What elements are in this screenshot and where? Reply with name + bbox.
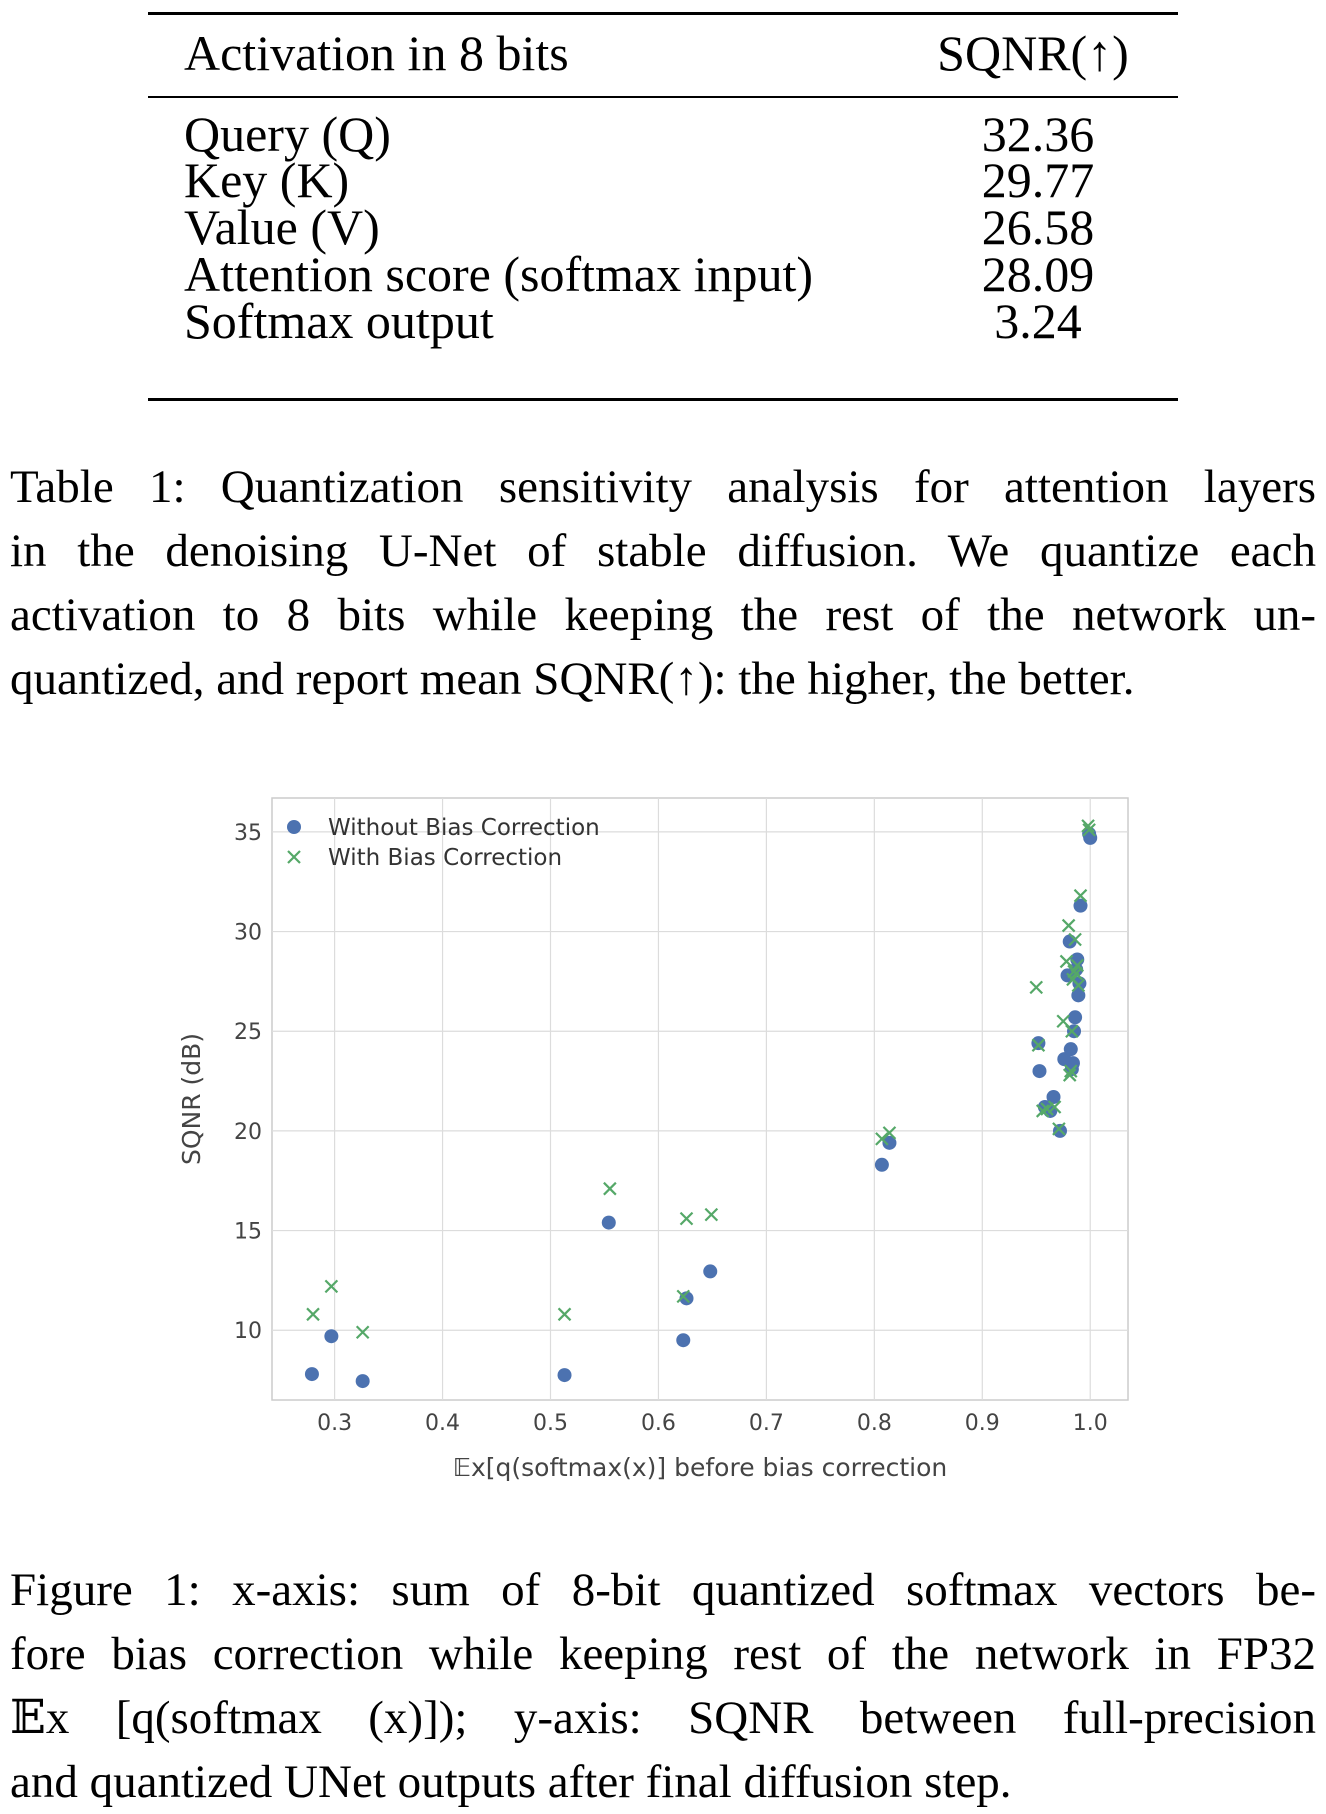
- data-point-with-bias-correction: [1082, 823, 1096, 837]
- plot-area: [271, 797, 1129, 1401]
- x-tick-label: 0.9: [965, 1411, 1000, 1436]
- legend-marker-circle: [287, 820, 301, 834]
- data-point-without-bias-correction: [1068, 1010, 1083, 1025]
- x-tick-label: 0.7: [749, 1411, 784, 1436]
- table-row-value: 29.77: [981, 152, 1095, 208]
- x-tick-label: 0.8: [857, 1411, 892, 1436]
- x-tick-label: 1.0: [1073, 1411, 1108, 1436]
- data-point-with-bias-correction: [679, 1211, 694, 1226]
- data-point-with-bias-correction: [1047, 1100, 1062, 1114]
- table-header-metric: SQNR(↑): [937, 25, 1129, 81]
- data-point-without-bias-correction: [882, 1135, 897, 1150]
- y-tick-label: 30: [234, 921, 262, 946]
- caption-line: in the denoising U-Net of stable diffusi…: [10, 525, 1316, 577]
- data-point-without-bias-correction: [355, 1374, 370, 1389]
- caption-line: activation to 8 bits while keeping the r…: [10, 589, 1316, 641]
- data-point-without-bias-correction: [557, 1368, 572, 1383]
- data-point-with-bias-correction: [1061, 918, 1076, 933]
- table-row-value: 32.36: [981, 106, 1095, 162]
- caption-line: Figure 1: x-axis: sum of 8-bit quantized…: [10, 1564, 1316, 1616]
- data-point-without-bias-correction: [676, 1333, 691, 1348]
- data-point-with-bias-correction: [875, 1132, 889, 1146]
- chart-legend: Without Bias Correction With Bias Correc…: [287, 815, 600, 871]
- table-row-label: Softmax output: [184, 293, 494, 349]
- data-point-with-bias-correction: [1062, 1068, 1077, 1082]
- data-point-with-bias-correction: [1071, 978, 1086, 993]
- data-point-with-bias-correction: [882, 1126, 897, 1140]
- table-header-activation: Activation in 8 bits: [184, 25, 569, 81]
- data-point-with-bias-correction: [1065, 1024, 1079, 1039]
- data-point-without-bias-correction: [1067, 1024, 1082, 1039]
- x-tick-label: 0.4: [425, 1411, 460, 1436]
- table-caption: Table 1: Quantization sensitivity analys…: [10, 455, 1316, 711]
- data-point-without-bias-correction: [601, 1215, 616, 1230]
- data-point-with-bias-correction: [355, 1325, 370, 1340]
- table-header-rule: [148, 96, 1178, 98]
- data-point-without-bias-correction: [703, 1264, 718, 1279]
- legend-label: Without Bias Correction: [328, 815, 600, 841]
- data-point-with-bias-correction: [1068, 932, 1082, 947]
- data-point-with-bias-correction: [324, 1279, 339, 1294]
- data-point-with-bias-correction: [1081, 819, 1095, 833]
- tick-labels: 0.3 0.4 0.5 0.6 0.7 0.8 0.9 1.0 10 15 20 25 30 35: [234, 821, 1108, 1436]
- grid-lines: [272, 798, 1128, 1400]
- data-point-without-bias-correction: [874, 1157, 889, 1172]
- table-row-value: 28.09: [981, 246, 1095, 302]
- caption-line: and quantized UNet outputs after final d…: [10, 1756, 1012, 1808]
- table-top-rule: [148, 12, 1178, 15]
- data-point-with-bias-correction: [603, 1181, 617, 1196]
- data-point-with-bias-correction: [1059, 954, 1074, 969]
- data-point-with-bias-correction: [676, 1289, 691, 1304]
- caption-line: Table 1: Quantization sensitivity analys…: [10, 461, 1316, 513]
- data-point-without-bias-correction: [1032, 1064, 1047, 1079]
- data-point-with-bias-correction: [1029, 980, 1044, 995]
- table-row-value: 26.58: [981, 199, 1095, 255]
- data-point-with-bias-correction: [306, 1307, 320, 1322]
- table-row-label: Attention score (softmax input): [184, 246, 814, 302]
- data-point-without-bias-correction: [1073, 898, 1088, 913]
- y-axis-label: SQNR (dB): [180, 1033, 206, 1165]
- caption-line: 𝔼x [q(softmax (x)]); y-axis: SQNR betwee…: [10, 1692, 1316, 1744]
- data-point-with-bias-correction: [1070, 958, 1085, 973]
- y-tick-label: 20: [234, 1120, 262, 1145]
- caption-line: fore bias correction while keeping rest …: [10, 1628, 1316, 1680]
- data-point-without-bias-correction: [1071, 988, 1086, 1003]
- data-point-with-bias-correction: [1064, 1064, 1078, 1078]
- data-point-with-bias-correction: [1073, 888, 1088, 903]
- y-tick-label: 35: [234, 821, 262, 846]
- data-point-with-bias-correction: [704, 1207, 719, 1222]
- caption-line: quantized, and report mean SQNR(↑): the …: [10, 653, 1135, 705]
- data-point-with-bias-correction: [557, 1307, 572, 1322]
- table-row-value: 3.24: [994, 293, 1082, 349]
- x-axis-label: 𝔼x[q(softmax(x)] before bias correction: [453, 1453, 948, 1482]
- data-point-with-bias-correction: [1031, 1038, 1046, 1052]
- x-tick-label: 0.3: [317, 1411, 352, 1436]
- data-point-without-bias-correction: [304, 1367, 319, 1382]
- data-point-without-bias-correction: [1031, 1036, 1046, 1051]
- data-points: [304, 819, 1098, 1389]
- x-tick-label: 0.5: [533, 1411, 568, 1436]
- x-tick-label: 0.6: [641, 1411, 676, 1436]
- y-tick-label: 15: [234, 1220, 262, 1245]
- table-row-label: Value (V): [184, 199, 380, 255]
- legend-marker-x: [287, 850, 301, 864]
- legend-label: With Bias Correction: [328, 845, 562, 871]
- table-row-label: Query (Q): [184, 106, 391, 162]
- y-tick-label: 25: [234, 1020, 262, 1045]
- sqnr-scatter-chart: 0.3 0.4 0.5 0.6 0.7 0.8 0.9 1.0 10 15 20 25 30 35 𝔼x[…: [180, 797, 1129, 1482]
- table-row-label: Key (K): [184, 152, 350, 208]
- table-bottom-rule: [148, 398, 1178, 401]
- data-point-without-bias-correction: [324, 1329, 339, 1344]
- data-point-without-bias-correction: [1046, 1090, 1061, 1105]
- y-tick-label: 10: [234, 1319, 262, 1344]
- figure-caption: Figure 1: x-axis: sum of 8-bit quantized…: [10, 1558, 1316, 1814]
- data-point-with-bias-correction: [1035, 1104, 1050, 1118]
- data-point-without-bias-correction: [1063, 1042, 1078, 1057]
- data-point-with-bias-correction: [1052, 1122, 1066, 1136]
